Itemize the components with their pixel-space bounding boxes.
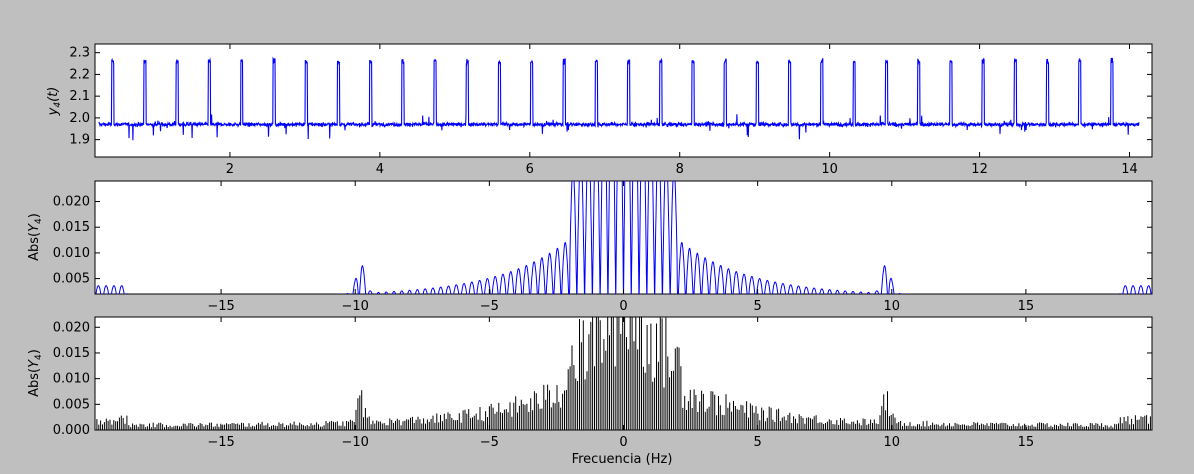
x-tick-label: 14 <box>1121 162 1138 177</box>
y-tick-label: 0.010 <box>53 372 90 387</box>
y-tick-label: 0.010 <box>53 246 90 261</box>
y-axis-label: Abs(Y4) <box>27 213 44 261</box>
x-tick-label: 0 <box>619 299 627 314</box>
y-tick-label: 2.1 <box>69 89 90 104</box>
x-tick-label: 2 <box>226 162 234 177</box>
y-tick-label: 0.005 <box>53 397 90 412</box>
spectrum-blue-panel: −15 −10 −5 0 5 10 15 0.005 0.010 0.015 0.020 Abs(… <box>27 180 1153 314</box>
x-tick-label: −15 <box>207 435 234 450</box>
y-tick-label: 0.020 <box>53 320 90 335</box>
x-tick-label: 5 <box>753 435 761 450</box>
x-axis-label: Frecuencia (Hz) <box>572 452 673 467</box>
spectrum-lines <box>95 317 1151 430</box>
x-tick-label: 10 <box>884 299 901 314</box>
x-tick-label: −15 <box>207 299 234 314</box>
plot-area <box>94 43 1153 158</box>
x-ticks: −15 −10 −5 0 5 10 15 <box>207 317 1034 450</box>
x-tick-label: 4 <box>376 162 384 177</box>
x-tick-label: 5 <box>753 299 761 314</box>
y-ticks: 1.9 2.0 2.1 2.2 2.3 <box>69 46 1152 148</box>
y-ticks: 0.005 0.010 0.015 0.020 <box>53 195 1152 287</box>
x-ticks: 2 4 6 8 10 12 14 <box>226 44 1138 177</box>
x-tick-label: 6 <box>526 162 534 177</box>
spectrum-series <box>95 317 1151 430</box>
time-signal-panel: 2 4 6 8 10 12 14 1.9 2.0 2.1 2.2 2.3 y4(t) <box>46 43 1153 177</box>
y-tick-label: 0.000 <box>53 423 90 438</box>
x-tick-label: 15 <box>1018 299 1035 314</box>
y-tick-label: 2.0 <box>69 111 90 126</box>
x-tick-label: −5 <box>480 435 499 450</box>
y-tick-label: 2.2 <box>69 67 90 82</box>
y-tick-label: 0.015 <box>53 346 90 361</box>
x-tick-label: 0 <box>619 435 627 450</box>
x-tick-label: 12 <box>971 162 988 177</box>
x-ticks: −15 −10 −5 0 5 10 15 <box>207 181 1034 314</box>
x-tick-label: 8 <box>676 162 684 177</box>
y-tick-label: 0.005 <box>53 272 90 287</box>
y-ticks: 0.000 0.005 0.010 0.015 0.020 <box>53 320 1152 438</box>
x-tick-label: −10 <box>342 299 369 314</box>
x-tick-label: −5 <box>480 299 499 314</box>
y-axis-label: y4(t) <box>46 87 63 117</box>
y-tick-label: 0.020 <box>53 195 90 210</box>
x-tick-label: 10 <box>884 435 901 450</box>
y-tick-label: 2.3 <box>69 46 90 61</box>
plot-area <box>94 316 1153 431</box>
x-tick-label: −10 <box>342 435 369 450</box>
signal-series <box>98 56 1140 141</box>
y-tick-label: 1.9 <box>69 133 90 148</box>
x-tick-label: 10 <box>821 162 838 177</box>
y-axis-label: Abs(Y4) <box>27 349 44 397</box>
y-tick-label: 0.015 <box>53 220 90 235</box>
spectrum-black-panel: −15 −10 −5 0 5 10 15 0.000 0.005 0.010 0.015 0.020… <box>27 316 1153 467</box>
signal-line <box>98 56 1140 141</box>
x-tick-label: 15 <box>1018 435 1035 450</box>
